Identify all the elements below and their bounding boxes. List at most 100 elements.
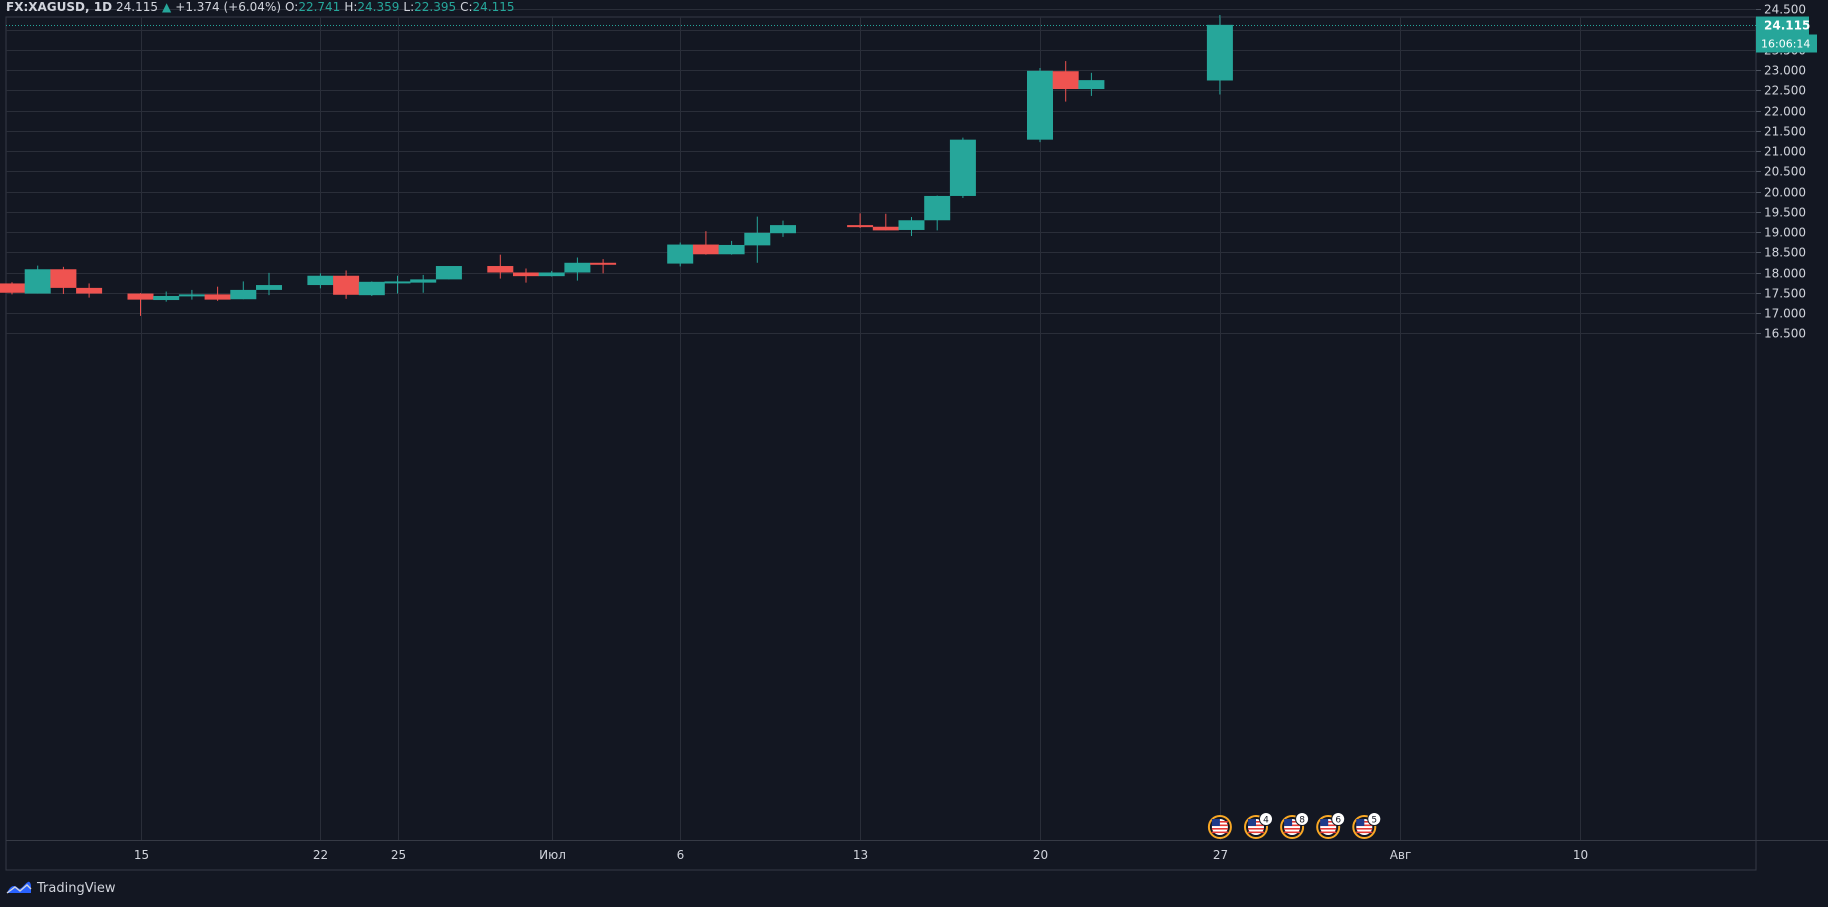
open-value: 22.741 <box>298 0 341 14</box>
economic-event-marker[interactable] <box>1207 815 1232 839</box>
us-flag-icon <box>1284 819 1301 835</box>
y-tick-label: 19.500 <box>1764 206 1806 220</box>
candle-down[interactable] <box>1052 71 1079 90</box>
countdown-label: 16:06:14 <box>1761 38 1810 51</box>
change-value: +1.374 (+6.04%) <box>175 0 282 14</box>
candle-up[interactable] <box>898 220 925 230</box>
candle-up[interactable] <box>307 275 334 286</box>
economic-event-marker[interactable]: 6 <box>1316 812 1346 839</box>
event-count-badge <box>1295 812 1310 826</box>
x-tick-label: 25 <box>391 848 406 862</box>
candle-up[interactable] <box>667 244 694 264</box>
high-value: 24.359 <box>357 0 400 14</box>
candle-up[interactable] <box>256 285 282 290</box>
x-tick-label: 20 <box>1033 848 1048 862</box>
x-tick-label: 13 <box>853 848 868 862</box>
event-count-label: 6 <box>1335 816 1341 826</box>
symbol-label[interactable]: FX:XAGUSD, 1D <box>6 0 113 14</box>
ohlc-legend: FX:XAGUSD, 1D 24.115 ▲ +1.374 (+6.04%) O… <box>6 0 515 14</box>
us-flag-icon <box>1356 819 1373 835</box>
economic-event-marker[interactable]: 5 <box>1352 812 1382 839</box>
candle-down[interactable] <box>513 272 539 277</box>
candle-bodies <box>0 24 1233 301</box>
candle-up[interactable] <box>770 225 796 234</box>
y-tick-label: 18.000 <box>1764 267 1806 281</box>
y-tick-label: 18.500 <box>1764 246 1806 260</box>
candle-down[interactable] <box>692 244 719 255</box>
candle-down[interactable] <box>847 225 874 228</box>
economic-event-marker[interactable]: 8 <box>1280 812 1310 839</box>
candle-down[interactable] <box>0 283 25 293</box>
candle-up[interactable] <box>744 232 771 246</box>
candle-down[interactable] <box>872 226 899 231</box>
candle-wicks <box>11 14 1221 316</box>
candle-up[interactable] <box>538 272 565 277</box>
candle-up[interactable] <box>230 289 257 300</box>
y-tick-label: 21.000 <box>1764 145 1806 159</box>
event-count-badge <box>1367 812 1382 826</box>
candle-down[interactable] <box>127 293 154 300</box>
candle-up[interactable] <box>1078 80 1105 90</box>
y-tick-label: 22.000 <box>1764 105 1806 119</box>
candle-up[interactable] <box>1206 24 1233 81</box>
event-count-badge <box>1259 812 1273 826</box>
y-tick-label: 23.000 <box>1764 64 1806 78</box>
economic-events: 4 8 6 5 <box>1207 812 1382 839</box>
candle-up[interactable] <box>24 269 51 294</box>
us-flag-icon <box>1248 819 1264 835</box>
price-tag: 24.115 16:06:14 <box>1756 16 1817 53</box>
candle-down[interactable] <box>50 269 77 288</box>
y-tick-label: 19.000 <box>1764 226 1806 240</box>
candle-up[interactable] <box>1027 70 1053 140</box>
candle-down[interactable] <box>204 294 231 300</box>
candle-up[interactable] <box>153 295 180 301</box>
last-price-tag <box>1756 16 1809 35</box>
y-tick-label: 20.500 <box>1764 165 1806 179</box>
event-count-label: 8 <box>1299 816 1305 826</box>
x-tick-label: 27 <box>1213 848 1228 862</box>
candle-up[interactable] <box>384 281 411 284</box>
high-label: H: <box>344 0 358 14</box>
close-label: C: <box>460 0 473 14</box>
event-count-label: 4 <box>1263 816 1269 826</box>
candle-down[interactable] <box>333 275 360 295</box>
x-tick-label: 10 <box>1573 848 1588 862</box>
chart-grid <box>5 9 1757 871</box>
y-tick-label: 21.500 <box>1764 125 1806 139</box>
candle-up[interactable] <box>949 139 976 196</box>
us-flag-icon <box>1320 819 1337 835</box>
tradingview-brand[interactable]: TradingView <box>6 879 116 897</box>
axes: 16.500 17.000 17.500 18.000 18.500 19.000 19.5… <box>6 3 1828 862</box>
y-tick-label: 17.000 <box>1764 307 1806 321</box>
x-tick-label: Авг <box>1390 848 1412 862</box>
candle-up[interactable] <box>435 266 462 280</box>
candle-up[interactable] <box>410 279 437 283</box>
candle-up[interactable] <box>178 294 205 297</box>
last-price: 24.115 <box>116 0 159 14</box>
tradingview-logo-icon <box>6 881 32 894</box>
candle-up[interactable] <box>358 281 385 296</box>
y-tick-label: 24.500 <box>1764 3 1806 17</box>
candle-up[interactable] <box>718 244 745 255</box>
brand-name: TradingView <box>37 880 116 896</box>
change-up-icon: ▲ <box>162 0 172 14</box>
y-tick-label: 16.500 <box>1764 327 1806 341</box>
y-tick-label: 20.000 <box>1764 186 1806 200</box>
open-label: O: <box>285 0 299 14</box>
x-tick-label: 15 <box>134 848 149 862</box>
candle-up[interactable] <box>924 195 951 221</box>
us-flag-icon <box>1211 819 1228 835</box>
x-tick-label: Июл <box>539 848 566 862</box>
economic-event-marker[interactable]: 4 <box>1244 812 1273 839</box>
candle-down[interactable] <box>590 262 617 265</box>
plot-frame <box>5 16 1757 871</box>
low-label: L: <box>403 0 415 14</box>
candle-down[interactable] <box>487 266 514 273</box>
event-count-badge <box>1331 812 1346 826</box>
candle-down[interactable] <box>76 287 103 294</box>
candle-up[interactable] <box>564 262 591 273</box>
x-tick-label: 22 <box>313 848 328 862</box>
low-value: 22.395 <box>414 0 457 14</box>
close-value: 24.115 <box>472 0 515 14</box>
